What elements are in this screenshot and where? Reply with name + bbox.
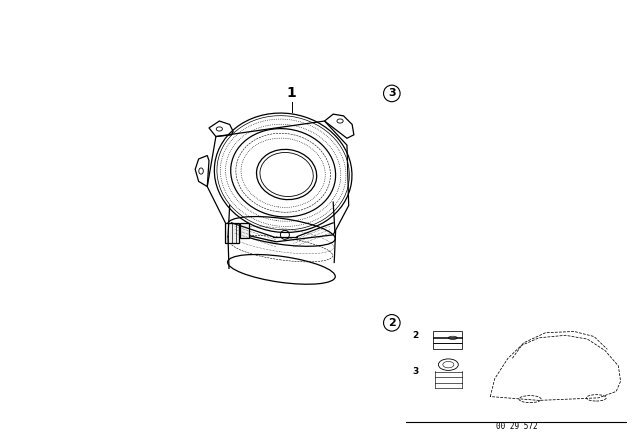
Bar [433, 343, 461, 349]
Text: 2: 2 [388, 318, 396, 328]
Text: 3: 3 [388, 88, 396, 99]
Bar [433, 336, 461, 343]
Text: 1: 1 [287, 86, 297, 100]
Text: 00 29 572: 00 29 572 [496, 422, 538, 431]
Text: 3: 3 [412, 366, 419, 375]
Text: 2: 2 [412, 331, 419, 340]
Bar [241, 223, 249, 238]
Bar [225, 223, 239, 244]
Bar [433, 332, 461, 338]
